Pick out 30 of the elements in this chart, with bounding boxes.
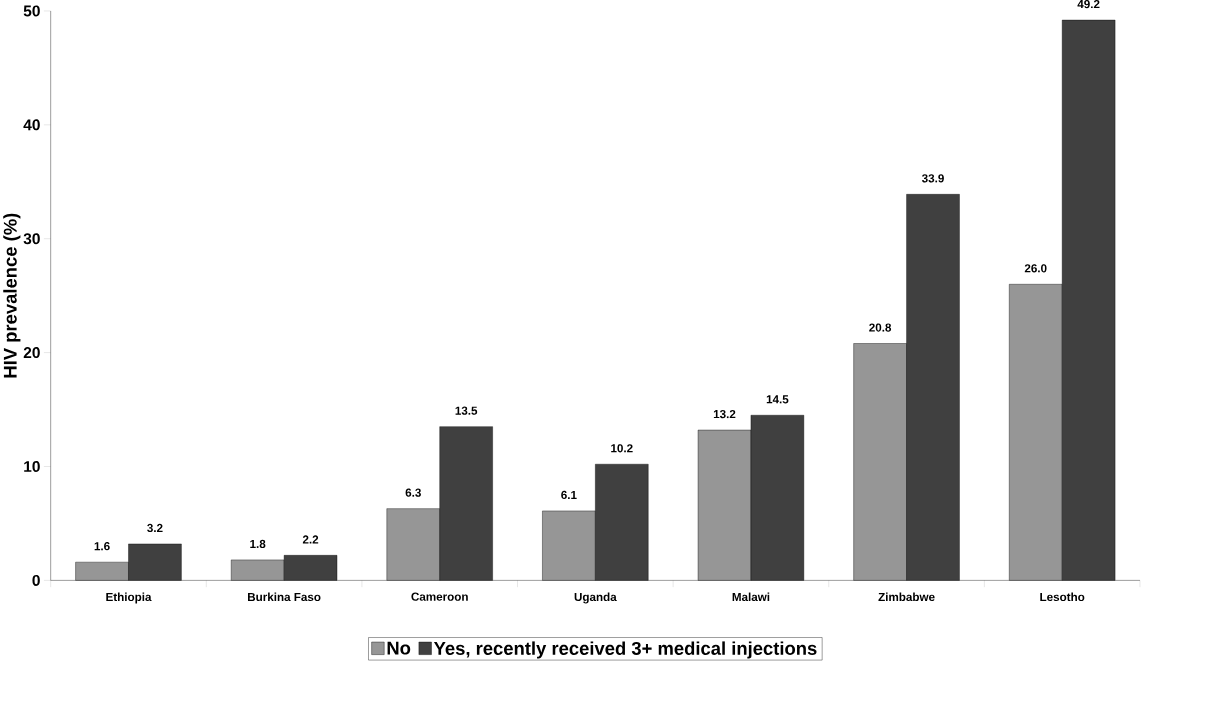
data-label: 6.3 — [405, 488, 421, 497]
data-label: 10.2 — [611, 443, 633, 453]
data-label: 14.5 — [766, 395, 789, 404]
data-label: 20.8 — [869, 323, 892, 332]
y-tick-label: 50 — [23, 5, 40, 17]
x-tick-label: Cameroon — [411, 592, 468, 601]
y-tick-label: 40 — [23, 119, 40, 131]
y-tick-label: 30 — [23, 233, 40, 245]
x-tick-label: Uganda — [574, 592, 617, 604]
legend-label: Yes, recently received 3+ medical injections — [433, 641, 817, 659]
data-label: 13.2 — [713, 409, 736, 419]
data-label: 1.8 — [250, 539, 266, 548]
x-tick-label: Zimbabwe — [878, 592, 935, 601]
data-label: 6.1 — [561, 490, 577, 499]
data-label: 33.9 — [921, 174, 944, 183]
y-tick-label: 0 — [32, 574, 40, 586]
data-label: 13.5 — [455, 406, 478, 415]
x-tick-label: Ethiopia — [106, 592, 152, 604]
y-tick-label: 10 — [24, 460, 40, 472]
data-label: 26.0 — [1024, 264, 1047, 273]
x-tick-label: Lesotho — [1040, 592, 1085, 601]
x-tick-label: Burkina Faso — [248, 592, 321, 601]
legend-label: No — [387, 641, 411, 655]
data-label: 1.6 — [94, 541, 110, 551]
y-axis-title: HIV prevalence (%) — [3, 213, 21, 378]
x-tick-label: Malawi — [732, 592, 770, 601]
data-label: 2.2 — [302, 535, 319, 544]
y-tick-label: 20 — [23, 346, 40, 358]
data-label: 3.2 — [147, 523, 163, 532]
data-label: 49.2 — [1077, 0, 1100, 9]
